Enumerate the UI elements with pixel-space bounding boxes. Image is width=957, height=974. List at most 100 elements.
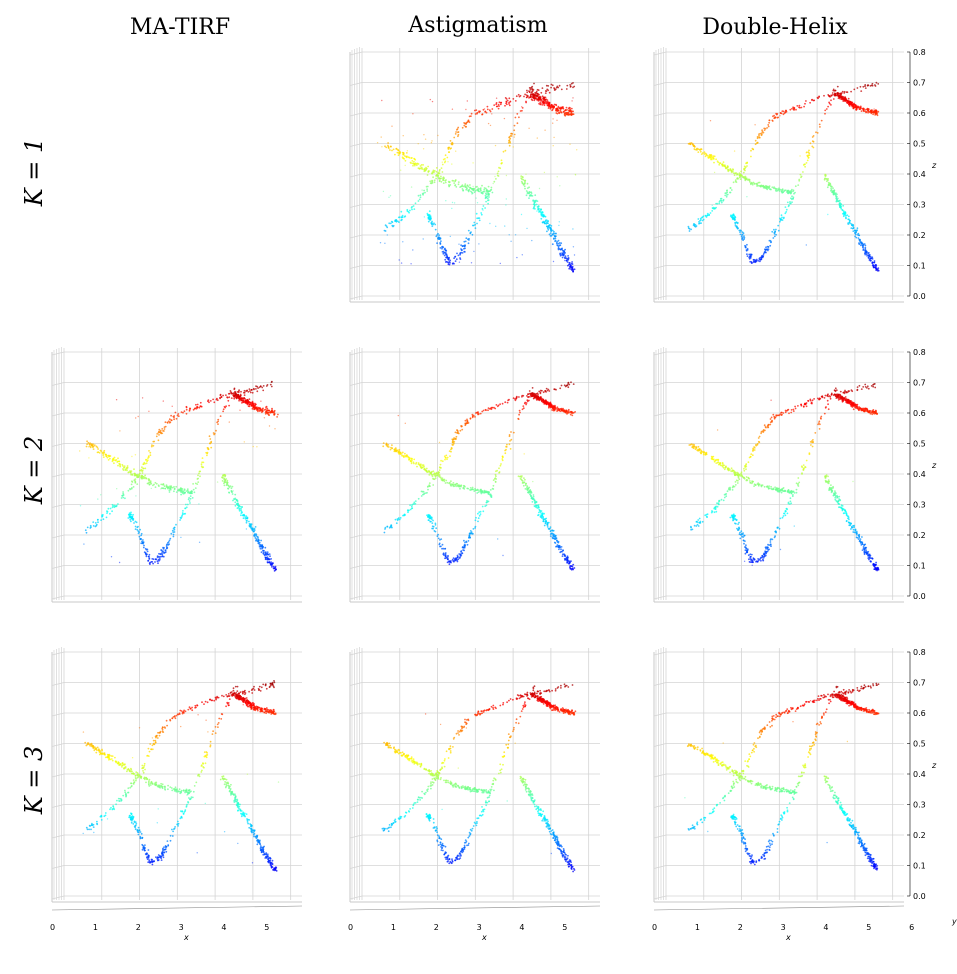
point xyxy=(736,174,738,176)
point xyxy=(487,185,490,188)
point xyxy=(428,519,430,521)
point xyxy=(517,93,520,96)
point xyxy=(691,143,694,146)
point xyxy=(456,554,459,557)
point xyxy=(259,407,262,409)
point xyxy=(815,131,817,134)
point xyxy=(481,184,483,187)
point xyxy=(484,197,487,200)
point xyxy=(547,228,550,231)
point xyxy=(437,537,440,540)
point xyxy=(460,485,462,488)
point xyxy=(556,243,558,245)
point xyxy=(836,193,838,196)
point xyxy=(832,88,835,91)
point xyxy=(808,149,810,152)
point xyxy=(488,109,491,112)
point xyxy=(243,389,246,392)
point xyxy=(777,224,780,227)
point xyxy=(709,212,712,214)
point xyxy=(225,394,227,396)
point xyxy=(440,180,443,183)
point xyxy=(270,563,272,565)
point xyxy=(504,452,507,455)
point xyxy=(475,109,478,111)
outlier-point xyxy=(441,161,443,163)
point xyxy=(546,88,549,91)
point xyxy=(144,547,147,550)
point xyxy=(240,399,243,402)
point xyxy=(832,187,834,190)
outlier-point xyxy=(245,528,248,530)
point xyxy=(477,411,479,413)
point xyxy=(173,418,176,421)
outlier-point xyxy=(398,259,400,261)
outlier-point xyxy=(553,136,555,139)
point xyxy=(466,543,469,546)
point xyxy=(531,99,534,102)
point xyxy=(544,215,547,218)
outlier-point xyxy=(538,187,541,190)
point xyxy=(482,409,485,412)
point xyxy=(457,135,459,138)
point xyxy=(534,94,536,97)
point xyxy=(471,188,473,190)
point xyxy=(251,407,254,410)
point xyxy=(532,88,535,91)
point xyxy=(151,561,154,563)
point xyxy=(554,235,556,238)
point xyxy=(554,535,556,538)
point xyxy=(850,90,852,93)
point xyxy=(530,395,533,398)
outlier-point xyxy=(389,195,392,197)
point xyxy=(126,469,128,472)
point xyxy=(750,149,752,152)
point xyxy=(234,396,237,399)
point xyxy=(465,541,468,544)
point xyxy=(569,568,572,570)
point xyxy=(146,459,149,462)
point xyxy=(269,555,271,558)
point xyxy=(236,391,239,393)
point xyxy=(732,213,735,216)
point xyxy=(566,384,569,386)
point xyxy=(109,512,111,515)
point xyxy=(441,460,444,463)
point xyxy=(165,551,167,553)
point xyxy=(505,446,508,448)
outlier-point xyxy=(492,182,494,185)
point xyxy=(238,399,241,402)
point xyxy=(434,475,437,478)
point xyxy=(404,155,406,157)
point xyxy=(134,480,137,483)
point xyxy=(446,456,449,459)
outlier-point xyxy=(410,263,412,265)
point xyxy=(160,483,163,486)
point xyxy=(397,216,400,219)
point xyxy=(118,460,121,463)
point xyxy=(387,147,390,150)
point xyxy=(162,555,165,558)
point xyxy=(155,558,158,561)
point xyxy=(250,389,253,391)
point xyxy=(479,188,481,190)
point xyxy=(532,199,535,202)
point xyxy=(184,491,187,494)
point xyxy=(459,487,461,490)
point xyxy=(805,100,807,102)
point xyxy=(129,488,132,491)
point xyxy=(445,454,448,457)
point xyxy=(824,175,827,178)
point xyxy=(552,409,555,412)
point xyxy=(122,491,124,493)
point xyxy=(435,175,438,177)
point xyxy=(223,480,226,483)
point xyxy=(126,466,129,469)
point xyxy=(392,225,394,228)
point xyxy=(769,188,771,190)
point xyxy=(538,511,540,514)
point xyxy=(861,244,864,247)
point xyxy=(816,132,819,134)
point xyxy=(515,397,518,399)
point xyxy=(423,468,426,471)
